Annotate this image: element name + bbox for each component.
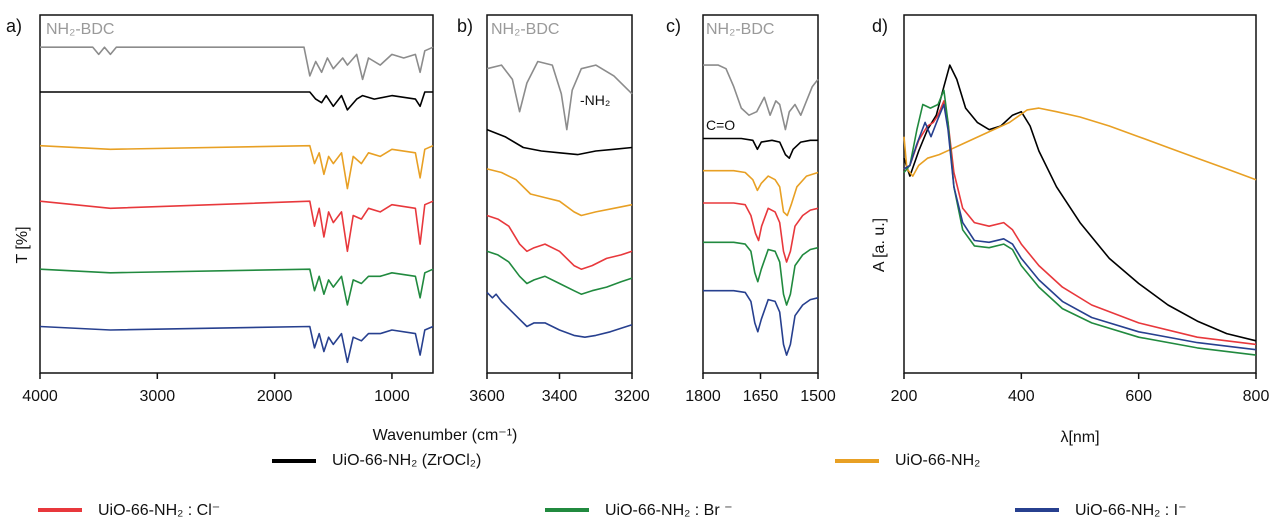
series-line-b-5 (486, 291, 633, 338)
panel-a-series (39, 46, 434, 364)
series-line-a-3 (39, 200, 434, 253)
panel-d-letter: d) (872, 16, 888, 36)
panel-d: d) A [a. u.] λ[nm] 200 400 600 800 (871, 14, 1270, 446)
x-tick-label-d-3: 800 (1243, 388, 1270, 405)
series-line-d-3 (903, 89, 1257, 356)
panel-c-letter: c) (666, 16, 681, 36)
series-line-a-4 (39, 268, 434, 306)
x-tick-label-b-1: 3400 (542, 388, 578, 405)
x-tick-label-c-2: 1500 (800, 388, 836, 405)
legend-swatch (38, 508, 82, 512)
series-line-c-0 (703, 64, 819, 131)
panel-b: b) NH₂-BDC -NH₂ 3600 3400 3200 (457, 14, 650, 405)
panel-c-annotation: C=O (706, 117, 735, 133)
x-tick-label-b-0: 3600 (469, 388, 505, 405)
legend-label: UiO-66-NH₂ : I⁻ (1075, 502, 1187, 519)
panel-d-xlabel: λ[nm] (1060, 429, 1099, 446)
x-tick-label-a-3: 1000 (374, 388, 410, 405)
legend-item-cl: UiO-66-NH₂ : Cl⁻ (38, 500, 220, 520)
legend-item-zrocl2: UiO-66-NH₂ (ZrOCl₂) (272, 452, 481, 470)
panel-d-ticks: 200 400 600 800 (891, 373, 1270, 405)
legend-swatch (835, 459, 879, 463)
panel-d-frame (903, 14, 1257, 374)
series-line-a-5 (39, 325, 434, 364)
panel-d-ylabel: A [a. u.] (871, 218, 888, 272)
x-tick-label-d-0: 200 (891, 388, 918, 405)
series-line-d-0 (903, 64, 1257, 342)
panel-b-title: NH₂-BDC (491, 21, 559, 38)
x-tick-label-a-1: 3000 (140, 388, 176, 405)
x-tick-label-c-0: 1800 (685, 388, 721, 405)
panel-c-series (703, 64, 819, 356)
legend-item-uio-66-nh2: UiO-66-NH₂ (835, 452, 980, 470)
x-tick-label-a-2: 2000 (257, 388, 293, 405)
legend-label: UiO-66-NH₂ : Br ⁻ (605, 502, 733, 519)
panel-a-ticks: 4000 3000 2000 1000 (22, 373, 410, 405)
series-line-c-5 (703, 289, 819, 356)
panel-b-annotation: -NH₂ (580, 92, 610, 108)
series-line-c-2 (703, 169, 819, 217)
series-line-c-3 (703, 202, 819, 263)
series-line-d-4 (903, 103, 1257, 351)
panel-a-letter: a) (6, 16, 22, 36)
panel-c: c) NH₂-BDC C=O 1800 1650 1500 (666, 14, 836, 405)
x-tick-label-d-2: 600 (1125, 388, 1152, 405)
legend-swatch (545, 508, 589, 512)
series-line-b-3 (486, 214, 633, 270)
series-line-d-2 (903, 100, 1257, 346)
panel-b-series (486, 60, 633, 338)
series-line-a-2 (39, 144, 434, 190)
series-line-b-4 (486, 250, 633, 295)
series-line-c-1 (703, 137, 818, 159)
series-line-d-1 (903, 107, 1257, 181)
legend-item-i: UiO-66-NH₂ : I⁻ (1015, 500, 1187, 520)
series-line-a-0 (40, 46, 434, 81)
panel-c-title: NH₂-BDC (706, 21, 774, 38)
panel-b-frame (486, 14, 633, 374)
series-line-c-4 (703, 241, 819, 306)
panel-a: a) NH₂-BDC T [%] 4000 3000 2000 1000 (6, 14, 434, 405)
panel-a-frame (39, 14, 434, 374)
x-tick-label-d-1: 400 (1008, 388, 1035, 405)
panel-b-letter: b) (457, 16, 473, 36)
series-line-b-2 (486, 168, 633, 217)
x-tick-label-b-2: 3200 (614, 388, 650, 405)
shared-xlabel: Wavenumber (cm⁻¹) (373, 427, 518, 444)
x-tick-label-a-0: 4000 (22, 388, 58, 405)
legend-swatch (272, 459, 316, 463)
legend-label: UiO-66-NH₂ (ZrOCl₂) (332, 452, 482, 469)
series-line-b-1 (486, 128, 633, 156)
series-line-a-1 (40, 91, 433, 111)
panel-a-ylabel: T [%] (14, 226, 31, 263)
panel-a-title: NH₂-BDC (46, 21, 114, 38)
series-line-b-0 (486, 60, 633, 131)
x-tick-label-c-1: 1650 (743, 388, 779, 405)
panel-b-ticks: 3600 3400 3200 (469, 373, 650, 405)
legend-label: UiO-66-NH₂ (895, 452, 981, 469)
legend-label: UiO-66-NH₂ : Cl⁻ (98, 502, 221, 519)
legend-swatch (1015, 508, 1059, 512)
panel-d-series (903, 64, 1257, 356)
legend-item-br: UiO-66-NH₂ : Br ⁻ (545, 500, 733, 520)
panel-c-ticks: 1800 1650 1500 (685, 373, 836, 405)
